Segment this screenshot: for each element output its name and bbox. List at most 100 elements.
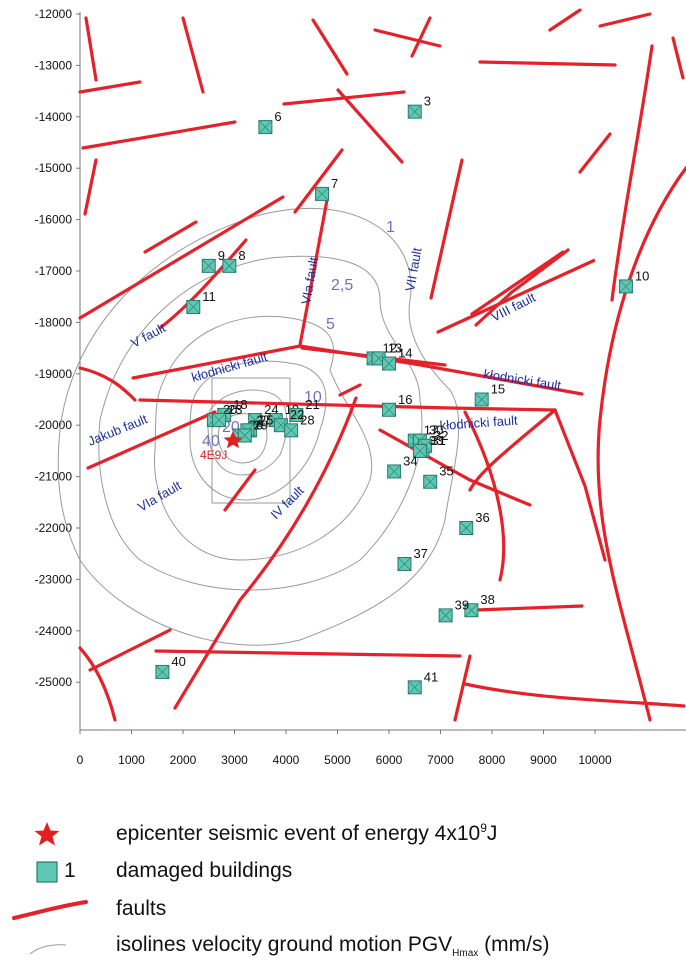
y-tick-label: -18000 bbox=[35, 315, 73, 329]
building-label: 12 bbox=[383, 340, 397, 355]
y-tick-label: -13000 bbox=[35, 58, 73, 72]
fault-label-klodnicki-1: kłodnicki fault bbox=[190, 349, 270, 385]
y-tick-label: -23000 bbox=[35, 572, 73, 586]
isoline-label-5: 5 bbox=[326, 316, 335, 333]
building-label: 3 bbox=[424, 94, 431, 109]
axes: -12000 -13000 -14000 -15000 -16000 -17000 -180… bbox=[35, 7, 686, 767]
building-label: 29 bbox=[254, 417, 268, 432]
building-label: 6 bbox=[274, 109, 281, 124]
x-tick-label: 10000 bbox=[578, 753, 612, 767]
building-marker: 16 bbox=[382, 392, 412, 417]
x-tick-label: 2000 bbox=[170, 753, 197, 767]
y-tick-label: -12000 bbox=[35, 7, 73, 21]
building-label: 8 bbox=[238, 248, 245, 263]
isoline-icon bbox=[29, 944, 67, 955]
building-label: 9 bbox=[218, 248, 225, 263]
building-square-icon bbox=[36, 861, 58, 883]
building-marker: 34 bbox=[387, 453, 418, 479]
building-marker: 24 bbox=[248, 402, 279, 428]
star-icon bbox=[34, 822, 60, 846]
building-label: 30 bbox=[429, 423, 443, 438]
epicenter: 4E9J bbox=[200, 431, 243, 462]
isoline-label-40: 40 bbox=[202, 433, 220, 450]
fault-label-vii: VII fault bbox=[402, 246, 424, 292]
legend-faults: faults bbox=[0, 894, 686, 924]
y-tick-label: -15000 bbox=[35, 161, 73, 175]
isoline-2-5 bbox=[98, 255, 423, 591]
legend: epicenter seismic event of energy 4x109J… bbox=[0, 818, 686, 966]
epicenter-label: 4E9J bbox=[200, 448, 227, 462]
y-tick-label: -20000 bbox=[35, 418, 73, 432]
legend-buildings-num: 1 bbox=[64, 859, 76, 882]
building-label: 38 bbox=[480, 592, 494, 607]
building-marker: 36 bbox=[459, 510, 490, 535]
building-label: 7 bbox=[331, 176, 338, 191]
building-marker: 7 bbox=[315, 176, 338, 201]
x-tick-label: 0 bbox=[77, 753, 84, 767]
building-marker: 3 bbox=[407, 94, 431, 119]
building-marker: 8 bbox=[222, 248, 246, 273]
building-marker: 40 bbox=[155, 654, 186, 679]
y-tick-label: -14000 bbox=[35, 110, 73, 124]
building-label: 24 bbox=[264, 402, 278, 417]
building-marker: 37 bbox=[397, 546, 428, 571]
building-marker: 11 bbox=[186, 289, 216, 314]
legend-buildings-text: damaged buildings bbox=[116, 859, 293, 882]
building-label: 33 bbox=[429, 433, 443, 448]
y-tick-label: -17000 bbox=[35, 264, 73, 278]
y-tick-label: -21000 bbox=[35, 470, 73, 484]
building-label: 23 bbox=[228, 402, 242, 417]
legend-isolines: isolines velocity ground motion PGVHmax … bbox=[0, 930, 686, 960]
building-label: 31 bbox=[431, 433, 445, 448]
building-marker: 18 bbox=[217, 397, 248, 422]
building-marker: 35 bbox=[423, 464, 454, 489]
fault-label-klodnicki-3: kłodnicki fault bbox=[439, 413, 518, 433]
isoline-label-2-5: 2,5 bbox=[331, 277, 353, 294]
map-canvas: -12000 -13000 -14000 -15000 -16000 -17000 -180… bbox=[35, 7, 686, 767]
fault-label-viii: VIII fault bbox=[489, 289, 539, 324]
building-label: 37 bbox=[413, 546, 427, 561]
isoline-10 bbox=[189, 360, 327, 501]
y-tick-label: -25000 bbox=[35, 675, 73, 689]
y-tick-label: -19000 bbox=[35, 367, 73, 381]
building-label: 32 bbox=[434, 428, 448, 443]
y-tick-label: -16000 bbox=[35, 213, 73, 227]
isoline-20 bbox=[207, 389, 288, 476]
legend-epicenter: epicenter seismic event of energy 4x109J bbox=[0, 818, 686, 848]
building-label: 10 bbox=[635, 268, 649, 283]
building-marker: 29 bbox=[237, 417, 268, 443]
legend-buildings: 1 damaged buildings bbox=[0, 856, 686, 886]
y-tick-label: -22000 bbox=[35, 521, 73, 535]
fault-label-via-2: VIa fault bbox=[135, 478, 184, 515]
building-label: 18 bbox=[233, 397, 247, 412]
fault-label-jakub: Jakub fault bbox=[86, 411, 150, 449]
building-label: 39 bbox=[455, 597, 469, 612]
x-tick-label: 7000 bbox=[427, 753, 454, 767]
building-marker: 6 bbox=[258, 109, 282, 135]
building-label: 21 bbox=[305, 397, 319, 412]
fault-label-via-1: VIa fault bbox=[298, 256, 321, 306]
building-label: 28 bbox=[300, 412, 314, 427]
building-label: 40 bbox=[171, 654, 185, 669]
building-label: 41 bbox=[424, 669, 438, 684]
legend-faults-text: faults bbox=[116, 897, 167, 920]
isoline-label-1: 1 bbox=[386, 219, 395, 236]
building-marker: 39 bbox=[438, 597, 469, 623]
building-marker: 9 bbox=[201, 248, 225, 273]
legend-isolines-text: isolines velocity ground motion PGVHmax … bbox=[116, 933, 550, 960]
building-label: 35 bbox=[439, 464, 453, 479]
fault-line-icon bbox=[12, 900, 88, 920]
isoline-5 bbox=[153, 315, 373, 561]
building-label: 11 bbox=[202, 289, 216, 304]
isoline-box bbox=[211, 377, 291, 504]
x-tick-label: 4000 bbox=[273, 753, 300, 767]
building-marker: 41 bbox=[407, 669, 438, 695]
building-marker: 10 bbox=[618, 268, 649, 294]
building-label: 15 bbox=[491, 382, 505, 397]
x-tick-label: 8000 bbox=[479, 753, 506, 767]
building-label: 17 bbox=[424, 423, 438, 438]
building-label: 22 bbox=[290, 407, 304, 422]
building-label: 20 bbox=[223, 402, 237, 417]
building-label: 16 bbox=[398, 392, 412, 407]
y-tick-label: -24000 bbox=[35, 624, 73, 638]
